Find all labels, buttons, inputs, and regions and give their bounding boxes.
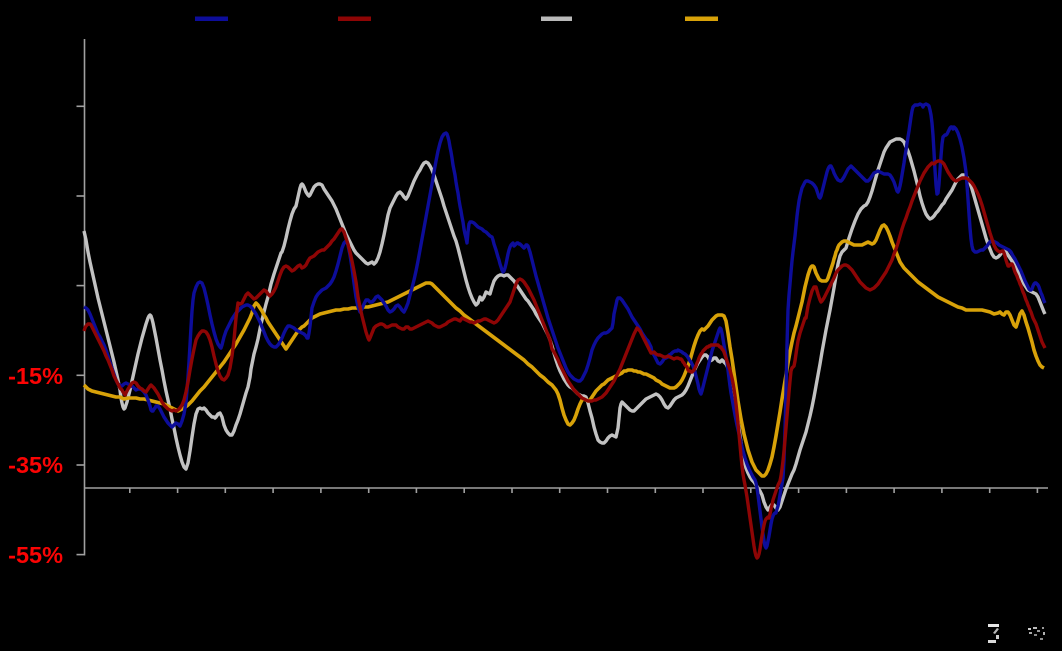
svg-text:-15%: -15% xyxy=(8,363,63,389)
svg-text:-55%: -55% xyxy=(8,542,63,568)
svg-text:-35%: -35% xyxy=(8,452,63,478)
